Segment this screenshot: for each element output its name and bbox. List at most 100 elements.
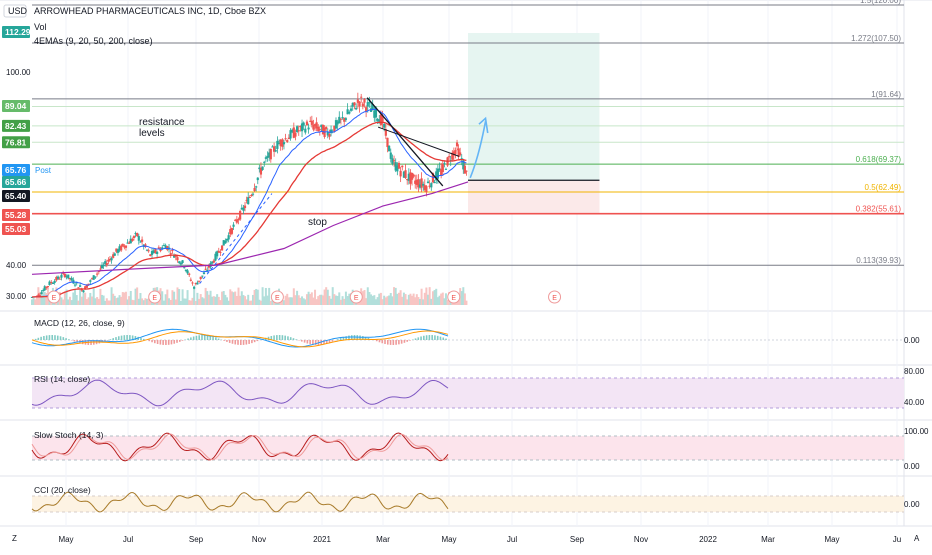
candle[interactable]	[232, 225, 234, 227]
candle[interactable]	[420, 178, 422, 187]
candle[interactable]	[252, 194, 254, 195]
candle[interactable]	[178, 261, 180, 263]
candle[interactable]	[456, 142, 458, 146]
candle[interactable]	[125, 246, 127, 248]
candle[interactable]	[404, 170, 406, 178]
candle[interactable]	[74, 285, 76, 286]
candle[interactable]	[247, 197, 249, 204]
candle[interactable]	[176, 257, 178, 260]
candle[interactable]	[190, 280, 192, 281]
trendline-secondary[interactable]	[378, 127, 459, 156]
candle[interactable]	[67, 275, 69, 279]
candle[interactable]	[386, 138, 388, 147]
candle[interactable]	[368, 102, 370, 103]
candle[interactable]	[180, 263, 182, 264]
candle[interactable]	[306, 122, 308, 126]
candle[interactable]	[393, 160, 395, 161]
candle[interactable]	[263, 162, 265, 163]
candle[interactable]	[348, 112, 350, 114]
candle[interactable]	[304, 129, 306, 133]
candle[interactable]	[219, 252, 221, 253]
candle[interactable]	[338, 117, 340, 123]
candle[interactable]	[340, 119, 342, 120]
candle[interactable]	[276, 141, 278, 149]
candle[interactable]	[317, 127, 319, 131]
candle[interactable]	[298, 130, 300, 131]
candle[interactable]	[114, 253, 116, 255]
candle[interactable]	[181, 260, 183, 263]
candle[interactable]	[362, 103, 364, 106]
candle[interactable]	[54, 281, 56, 283]
candle[interactable]	[183, 267, 185, 268]
candle[interactable]	[425, 186, 427, 192]
candle[interactable]	[358, 102, 360, 107]
candle[interactable]	[50, 282, 52, 283]
candle[interactable]	[39, 295, 41, 296]
candle[interactable]	[390, 153, 392, 159]
candle[interactable]	[106, 263, 108, 265]
candle[interactable]	[131, 239, 133, 241]
candle[interactable]	[244, 206, 246, 208]
candle[interactable]	[138, 236, 140, 241]
candle[interactable]	[203, 273, 205, 275]
candle[interactable]	[93, 275, 95, 279]
candle[interactable]	[270, 149, 272, 159]
candle[interactable]	[308, 128, 310, 130]
candle[interactable]	[325, 127, 327, 129]
candle[interactable]	[96, 274, 98, 275]
candle[interactable]	[413, 175, 415, 177]
candle[interactable]	[388, 146, 390, 152]
candle[interactable]	[94, 276, 96, 277]
candle[interactable]	[250, 195, 252, 196]
candle[interactable]	[239, 211, 241, 219]
zoom-corner-label[interactable]: Z	[12, 534, 17, 543]
candle[interactable]	[400, 171, 402, 177]
candle[interactable]	[191, 282, 193, 283]
candle[interactable]	[398, 163, 400, 169]
stop-zone[interactable]	[468, 180, 599, 213]
candle[interactable]	[231, 228, 233, 234]
candle[interactable]	[445, 169, 447, 170]
candle[interactable]	[99, 269, 101, 270]
candle[interactable]	[201, 276, 203, 277]
candle[interactable]	[427, 182, 429, 183]
candle[interactable]	[363, 99, 365, 103]
candle[interactable]	[383, 124, 385, 128]
candle[interactable]	[255, 186, 257, 187]
candle[interactable]	[196, 283, 198, 285]
candle[interactable]	[303, 123, 305, 126]
candle[interactable]	[433, 182, 435, 183]
candle[interactable]	[454, 150, 456, 154]
candle[interactable]	[193, 287, 195, 289]
candle[interactable]	[464, 166, 466, 174]
candle[interactable]	[103, 265, 105, 266]
candle[interactable]	[107, 260, 109, 262]
candle[interactable]	[79, 285, 81, 286]
candle[interactable]	[283, 142, 285, 144]
candle[interactable]	[60, 275, 62, 278]
candle[interactable]	[286, 140, 288, 142]
candle[interactable]	[52, 283, 54, 284]
candle[interactable]	[136, 233, 138, 236]
candle[interactable]	[353, 102, 355, 105]
candle[interactable]	[221, 245, 223, 250]
candle[interactable]	[228, 235, 230, 239]
candle[interactable]	[47, 286, 49, 287]
candle[interactable]	[294, 133, 296, 137]
auto-scale-label[interactable]: A	[914, 534, 920, 543]
candle[interactable]	[355, 108, 357, 110]
candle[interactable]	[186, 270, 188, 273]
candle[interactable]	[148, 250, 150, 251]
candle[interactable]	[89, 280, 91, 282]
candle[interactable]	[257, 178, 259, 180]
candle[interactable]	[170, 253, 172, 254]
candle[interactable]	[430, 183, 432, 187]
candle[interactable]	[459, 152, 461, 155]
candle[interactable]	[285, 138, 287, 139]
candle[interactable]	[110, 258, 112, 260]
candle[interactable]	[40, 292, 42, 294]
candle[interactable]	[57, 277, 59, 279]
candle[interactable]	[188, 274, 190, 275]
candle[interactable]	[120, 246, 122, 251]
